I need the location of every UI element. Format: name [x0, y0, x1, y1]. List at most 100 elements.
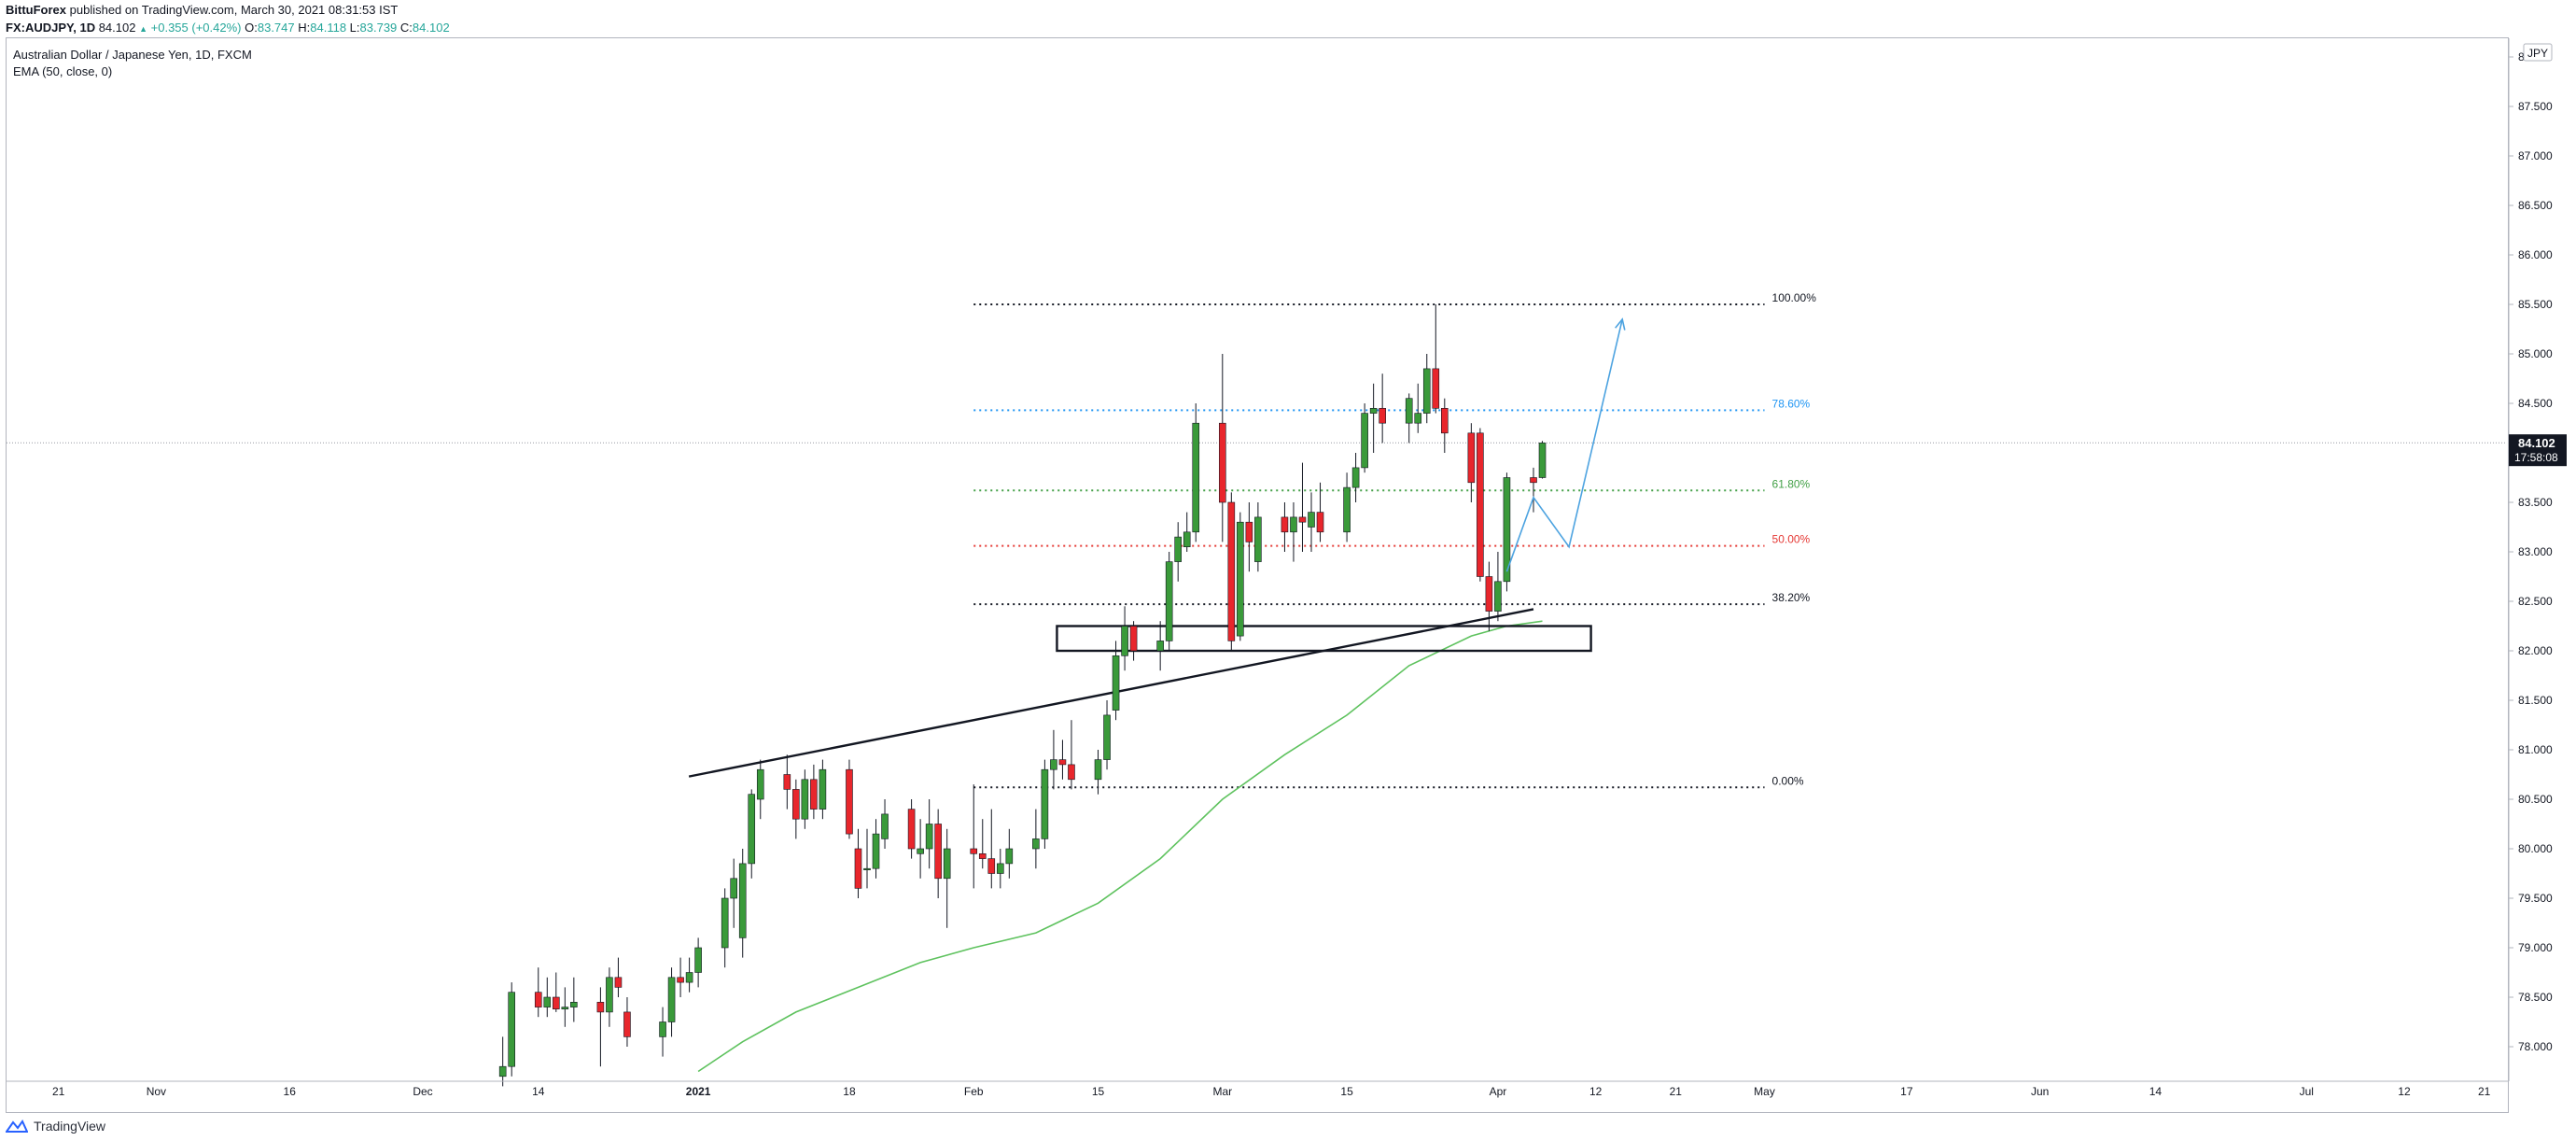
low-label: L: [349, 21, 360, 35]
candle-body [1405, 398, 1413, 424]
candle-body [721, 897, 729, 949]
candle-bearish [810, 764, 818, 820]
candle-bullish [1050, 729, 1057, 790]
candle-body [819, 768, 827, 810]
ema-50-line [697, 620, 1543, 1073]
candle-body [783, 774, 791, 790]
author-name[interactable]: BittuForex [6, 3, 66, 17]
candle-bullish [1538, 441, 1547, 479]
candle-body [1298, 516, 1307, 523]
last-price-tag: 84.102 [2518, 436, 2555, 450]
candle-bullish [1422, 354, 1431, 424]
price-tick-label: 87.500 [2518, 100, 2553, 113]
candle-bullish [748, 789, 756, 879]
candle-body [1165, 561, 1173, 641]
candle-body [970, 848, 978, 854]
price-tick-label: 84.500 [2518, 397, 2553, 410]
candle-body [1290, 516, 1297, 533]
candle-bullish [738, 849, 747, 958]
candle-bullish [1112, 641, 1120, 721]
candle-body [1005, 848, 1014, 865]
candle-bullish [1041, 759, 1049, 849]
candle-bearish [934, 809, 942, 898]
candle-body [614, 977, 623, 988]
candle-bearish [783, 754, 791, 810]
candle-body [730, 878, 738, 899]
candle-body [1538, 443, 1547, 478]
candle-body [997, 863, 1004, 874]
candle-bullish [925, 799, 933, 869]
time-tick-label: 14 [2149, 1085, 2163, 1098]
candle-body [1441, 407, 1449, 434]
time-tick-label: 21 [2478, 1085, 2491, 1098]
chart-legend: Australian Dollar / Japanese Yen, 1D, FX… [13, 47, 252, 80]
candle-bearish [1441, 398, 1449, 453]
time-tick-label: 15 [1340, 1085, 1353, 1098]
candle-bullish [1254, 502, 1262, 572]
price-tick-label: 85.500 [2518, 298, 2553, 311]
candle-bearish [1068, 720, 1075, 790]
candle-body [1316, 512, 1324, 533]
tradingview-logo-icon [6, 1120, 28, 1133]
candle-body [685, 972, 693, 983]
candle-bullish [685, 957, 693, 993]
candle-bearish [1316, 482, 1324, 542]
time-tick-label: Jun [2031, 1085, 2049, 1098]
candle-body [1192, 422, 1200, 533]
candle-body [1343, 486, 1351, 533]
fib-level-label: 100.00% [1772, 291, 1817, 304]
candle-body [1467, 432, 1476, 484]
candle-body [756, 768, 764, 800]
candle-bullish [1237, 512, 1244, 641]
candle-bearish [1129, 621, 1138, 661]
projection-path [1505, 318, 1623, 572]
ema-indicator-label[interactable]: EMA (50, close, 0) [13, 64, 113, 78]
candle-bearish [1227, 492, 1236, 651]
candle-bearish [1281, 502, 1289, 552]
candle-body [1414, 413, 1422, 424]
candle-body [1156, 641, 1164, 652]
candle-bullish [730, 858, 738, 928]
currency-badge: JPY [2527, 47, 2548, 60]
fib-level-label: 50.00% [1772, 533, 1811, 546]
footer: TradingView [6, 1115, 105, 1137]
candle-bearish [677, 957, 684, 997]
candle-body [1219, 422, 1226, 503]
time-tick-label: May [1754, 1085, 1775, 1098]
demand-zone-rectangle[interactable] [1056, 625, 1592, 653]
candle-body [1032, 838, 1040, 850]
price-tick-label: 78.500 [2518, 991, 2553, 1004]
candle-body [1530, 477, 1537, 484]
price-tick-label: 81.000 [2518, 743, 2553, 756]
candle-body [1245, 521, 1253, 542]
ohlc-header: FX:AUDJPY, 1D 84.102 ▲ +0.355 (+0.42%) O… [6, 21, 450, 35]
price-tick-label: 87.000 [2518, 149, 2553, 162]
candle-bearish [846, 759, 853, 839]
time-tick-label: 14 [532, 1085, 545, 1098]
candle-body [1485, 576, 1493, 612]
last-price-tag-box [2509, 434, 2567, 467]
candle-bullish [1165, 552, 1173, 651]
candle-bullish [508, 982, 516, 1077]
candle-bearish [552, 972, 560, 1012]
candle-body [1227, 501, 1236, 641]
candle-bullish [1308, 492, 1315, 552]
fib-level-label: 0.00% [1772, 774, 1804, 787]
high-label: H: [298, 21, 311, 35]
candle-body [1112, 655, 1120, 711]
last-price: 84.102 [98, 21, 136, 35]
fib-level-label: 38.20% [1772, 591, 1811, 604]
time-tick-label: Apr [1490, 1085, 1507, 1098]
candle-bullish [1183, 512, 1191, 552]
time-tick-label: 17 [1900, 1085, 1913, 1098]
fib-level-label: 78.60% [1772, 397, 1811, 410]
candle-body [978, 852, 987, 859]
candle-body [1281, 516, 1289, 533]
candle-bearish [978, 819, 987, 869]
candle-body [667, 977, 676, 1022]
footer-brand[interactable]: TradingView [34, 1119, 106, 1134]
candle-bullish [881, 799, 889, 849]
candle-body [863, 867, 871, 871]
candle-bullish [1192, 403, 1200, 542]
